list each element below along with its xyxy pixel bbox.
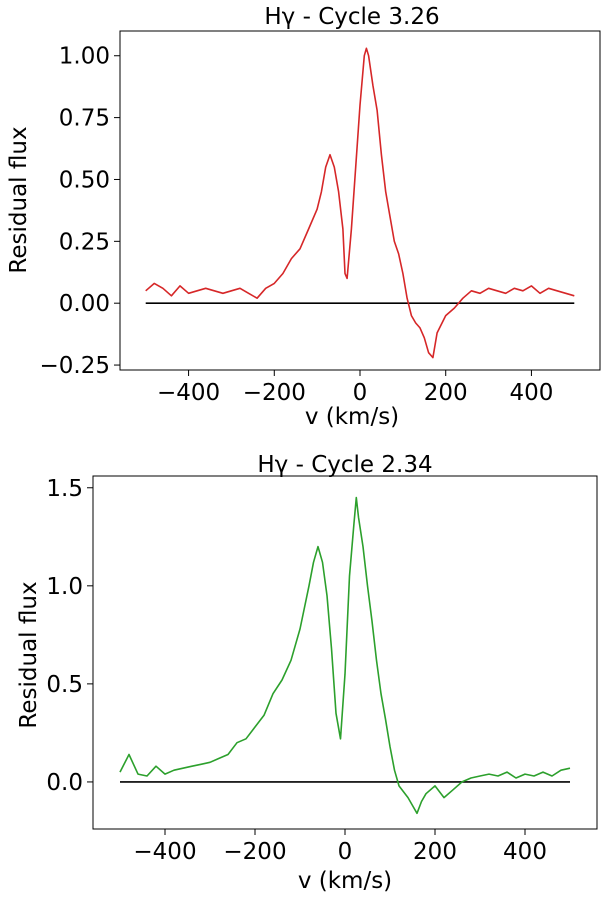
chart-bottom-xtick-label: −200	[223, 839, 286, 865]
chart-bottom-ytick-label: 1.5	[46, 476, 83, 502]
chart-top-xtick-label: 400	[509, 380, 553, 406]
chart-bottom-ytick-label: 0.5	[46, 672, 83, 698]
chart-bottom-xlabel: v (km/s)	[298, 868, 392, 894]
chart-bottom-ytick-label: 1.0	[46, 574, 83, 600]
chart-top-xtick-label: 0	[353, 380, 368, 406]
chart-top: Hγ - Cycle 3.26 Residual flux v (km/s) −…	[6, 4, 601, 430]
chart-top-xtick-label: −400	[157, 380, 220, 406]
chart-bottom: Hγ - Cycle 2.34 Residual flux v (km/s) −…	[16, 452, 598, 894]
chart-top-title: Hγ - Cycle 3.26	[264, 4, 439, 30]
chart-top-ytick-label: 0.25	[59, 229, 110, 255]
chart-top-xlabel: v (km/s)	[305, 404, 399, 430]
chart-bottom-ytick-label: 0.0	[46, 770, 83, 796]
chart-top-ytick-label: 0.00	[59, 291, 110, 317]
chart-top-ytick-label: 1.00	[59, 44, 110, 70]
chart-top-ytick-label: 0.50	[59, 167, 110, 193]
chart-bottom-series-line-0	[119, 496, 571, 815]
chart-top-xtick-label: −200	[243, 380, 306, 406]
chart-top-ytick-label: −0.25	[40, 353, 110, 379]
chart-bottom-title: Hγ - Cycle 2.34	[257, 452, 432, 478]
chart-top-series-line-0	[145, 47, 575, 359]
chart-bottom-xtick-label: 0	[338, 839, 353, 865]
chart-top-xtick-label: 200	[424, 380, 468, 406]
chart-bottom-xtick-label: 200	[413, 839, 457, 865]
chart-bottom-xtick-label: −400	[133, 839, 196, 865]
chart-bottom-ylabel: Residual flux	[16, 581, 42, 728]
chart-top-ytick-label: 0.75	[59, 106, 110, 132]
chart-top-frame	[119, 30, 601, 371]
chart-bottom-xtick-label: 400	[503, 839, 547, 865]
chart-top-ylabel: Residual flux	[6, 126, 32, 273]
